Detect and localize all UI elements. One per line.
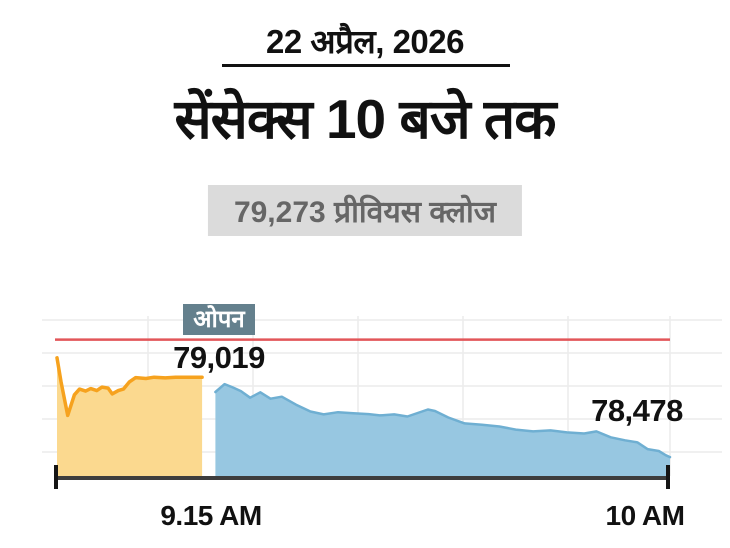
- open-badge: ओपन: [183, 304, 255, 335]
- regular-line: [214, 382, 672, 459]
- x-axis-label-10am: 10 AM: [605, 500, 685, 531]
- date-underline: [222, 64, 510, 67]
- page-title: सेंसेक्स 10 बजे तक: [174, 88, 556, 150]
- date-heading: 22 अप्रैल, 2026: [266, 23, 465, 60]
- open-value-label: 79,019: [173, 340, 265, 375]
- last-value-label: 78,478: [591, 393, 683, 428]
- x-axis-label-915am: 9.15 AM: [160, 500, 262, 531]
- pre-open-line: [55, 356, 204, 418]
- previous-close-badge: 79,273 प्रीवियस क्लोज: [207, 185, 523, 236]
- regular-area: [215, 384, 670, 476]
- pre-open-area: [57, 357, 203, 476]
